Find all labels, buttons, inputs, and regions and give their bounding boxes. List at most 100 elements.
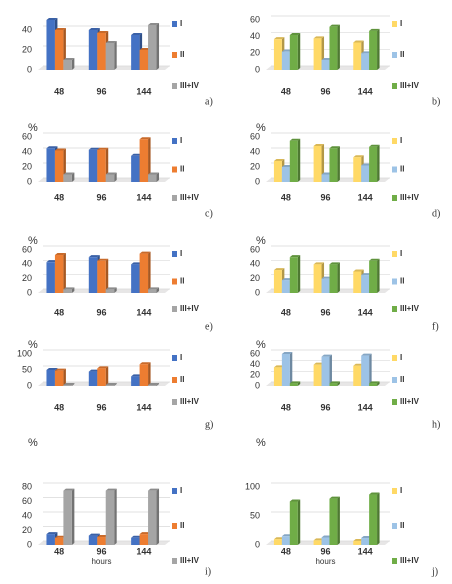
bar [131, 35, 140, 70]
legend-swatch [392, 52, 397, 58]
x-tick-label: 144 [358, 546, 373, 556]
legend-label: III+IV [180, 556, 200, 565]
legend-label: II [180, 277, 184, 286]
y-tick-label: 20 [250, 161, 260, 171]
bar-side [114, 383, 117, 386]
legend-swatch [392, 377, 397, 383]
legend-swatch [172, 195, 177, 201]
y-tick-label: 0 [27, 64, 32, 74]
x-tick-label: 96 [96, 307, 106, 317]
bar-side [369, 353, 372, 386]
legend-swatch [392, 399, 397, 405]
legend-label: I [180, 486, 182, 495]
bar-side [337, 381, 340, 386]
bar-top [273, 268, 285, 271]
bar [353, 157, 362, 182]
bar-side [148, 137, 151, 182]
y-tick-label: 40 [250, 31, 260, 41]
bar-side [156, 383, 160, 386]
y-axis-label: % [256, 339, 266, 351]
x-tick-label: 144 [136, 192, 151, 202]
bar [281, 536, 290, 545]
bar-side [105, 366, 109, 386]
bar-side [377, 258, 380, 293]
bar [313, 146, 322, 182]
bar [131, 264, 140, 293]
bar-side [71, 383, 75, 386]
bar [273, 539, 282, 545]
bar [105, 385, 115, 386]
bar [97, 260, 106, 293]
bar [54, 537, 64, 545]
legend-swatch [392, 251, 397, 257]
x-axis-label: hours [91, 557, 111, 566]
bar [105, 174, 115, 182]
bar-top [97, 366, 109, 369]
x-tick-label: 144 [358, 307, 373, 317]
bar-side [156, 488, 160, 545]
bar [361, 165, 370, 182]
bar-side [289, 352, 293, 386]
x-axis-label: hours [315, 557, 335, 566]
bar-top [273, 537, 285, 540]
bar-top [369, 144, 380, 147]
bar-top [353, 363, 364, 366]
bar-side [114, 41, 117, 70]
bar-top [139, 137, 151, 140]
x-tick-label: 96 [96, 192, 106, 202]
bar-side [377, 492, 380, 545]
bar-top [289, 33, 301, 35]
bar-top [139, 48, 151, 50]
legend-swatch [172, 377, 177, 383]
bar-side [297, 33, 301, 70]
bar-side [156, 287, 160, 293]
legend-label: III+IV [400, 397, 420, 406]
bar [321, 60, 330, 70]
x-tick-label: 48 [281, 546, 291, 556]
legend-label: III+IV [400, 556, 420, 565]
x-tick-label: 96 [320, 192, 330, 202]
bar-top [281, 49, 293, 52]
y-tick-label: 0 [255, 176, 260, 186]
bar [329, 148, 338, 182]
y-tick-label: 20 [22, 273, 32, 283]
bar-top [63, 383, 75, 386]
bar [369, 260, 378, 293]
y-tick-label: 0 [255, 380, 260, 390]
legend-label: III+IV [400, 193, 420, 202]
legend-label: II [400, 277, 404, 286]
bar-top [63, 488, 75, 491]
bar-side [71, 172, 75, 182]
bar-top [131, 374, 143, 377]
y-tick-label: 60 [22, 244, 32, 254]
legend-label: III+IV [400, 81, 420, 90]
y-tick-label: 0 [27, 287, 32, 297]
legend-label: I [400, 249, 402, 258]
x-tick-label: 144 [358, 86, 373, 96]
legend-swatch [172, 251, 177, 257]
x-tick-label: 48 [281, 86, 291, 96]
bar [88, 535, 98, 545]
bar [289, 383, 298, 386]
bar-top [105, 287, 117, 290]
x-tick-label: 96 [96, 402, 106, 412]
bar-top [131, 535, 143, 538]
y-axis-label: % [28, 437, 38, 449]
legend-label: I [180, 249, 182, 258]
bar-top [46, 260, 58, 263]
bar-top [46, 368, 58, 370]
bar [353, 42, 362, 70]
legend-swatch [172, 52, 177, 58]
bar [46, 262, 55, 293]
bar [63, 60, 72, 70]
y-axis-label: % [28, 122, 38, 134]
bar-side [63, 368, 66, 386]
x-tick-label: 144 [358, 402, 373, 412]
bar [105, 490, 115, 545]
bar [88, 30, 98, 70]
bar [281, 354, 290, 386]
panel-label: g) [205, 419, 213, 430]
bar-top [281, 534, 293, 537]
bar-top [321, 58, 332, 60]
bar-side [337, 24, 340, 71]
